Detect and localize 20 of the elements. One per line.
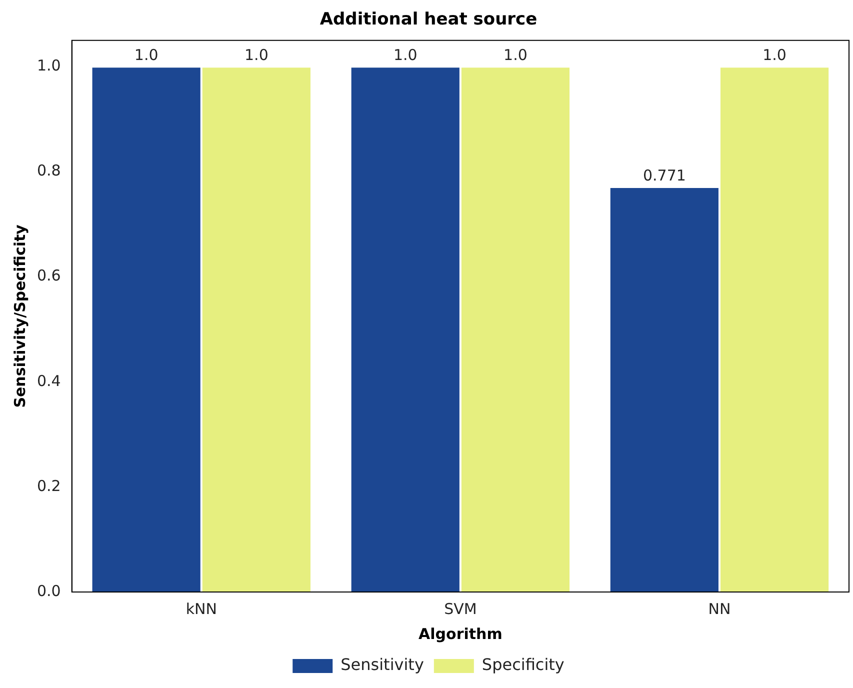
data-label: 0.771 (642, 166, 686, 184)
y-tick-label: 0.4 (36, 372, 61, 390)
y-tick-label: 0.6 (36, 266, 61, 285)
x-tick-label: SVM (444, 600, 477, 618)
legend-label: Sensitivity (340, 655, 424, 674)
x-tick-label: kNN (186, 600, 217, 618)
data-label: 1.0 (762, 46, 786, 64)
y-tick-label: 1.0 (36, 56, 61, 75)
data-label: 1.0 (393, 46, 418, 64)
x-axis-title: Algorithm (418, 624, 502, 643)
y-tick-label: 0.0 (36, 582, 61, 600)
data-label: 1.0 (504, 46, 528, 64)
data-label: 1.0 (244, 46, 268, 64)
y-tick-label: 0.2 (36, 476, 61, 495)
chart-title: Additional heat source (320, 10, 538, 30)
legend-label: Specificity (482, 655, 564, 674)
y-axis-title: Sensitivity/Specificity (10, 224, 29, 408)
data-label: 1.0 (134, 46, 158, 64)
x-tick-label: NN (708, 600, 731, 618)
y-tick-label: 0.8 (36, 162, 61, 180)
